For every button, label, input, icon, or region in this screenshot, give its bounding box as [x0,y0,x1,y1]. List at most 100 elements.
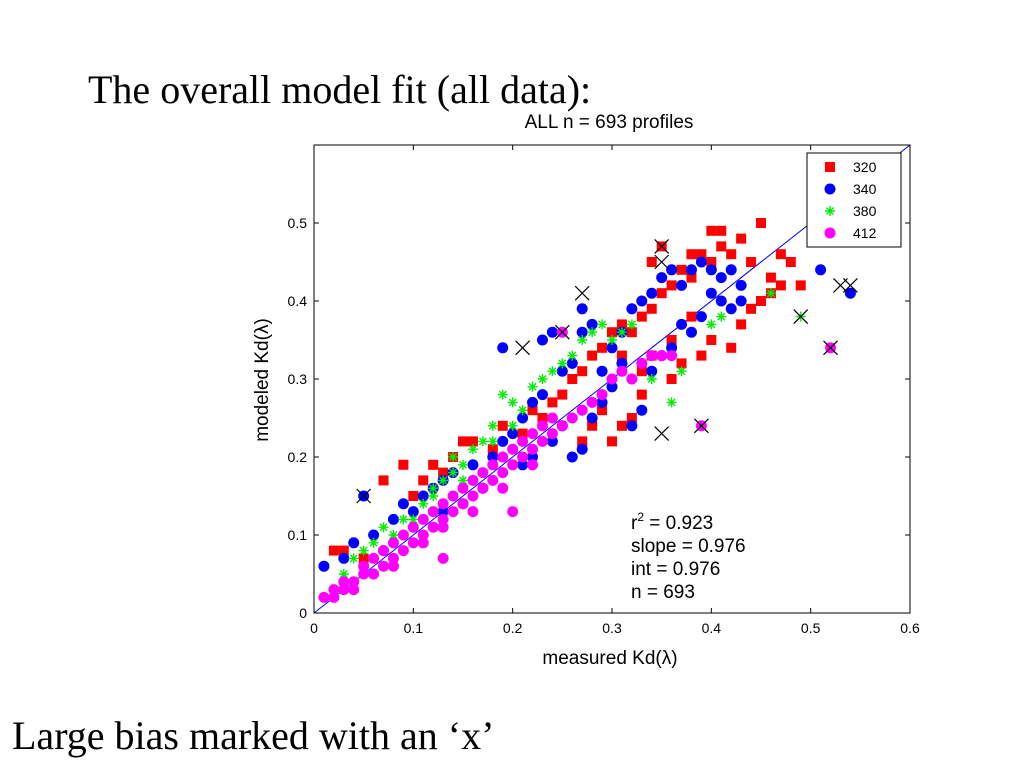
data-point-320 [577,366,588,377]
stats-annotation: r2 = 0.923 slope = 0.976 int = 0.976 n =… [631,510,746,603]
y-tick-label: 0.1 [288,527,308,543]
data-point-380 [497,389,508,400]
legend-marker-340 [824,183,836,195]
data-point-320 [358,553,369,564]
data-point-380 [477,436,488,447]
data-point-320 [587,350,598,361]
data-point-380 [448,467,459,478]
data-point-320 [775,280,786,291]
data-point-412 [517,435,529,447]
data-point-340 [715,272,727,284]
data-point-320 [467,436,478,447]
series-380 [338,288,806,579]
data-point-340 [636,404,648,416]
bias-x-marker [793,309,809,325]
data-point-380 [487,436,498,447]
data-point-340 [596,396,608,408]
data-point-412 [576,404,588,416]
data-point-412 [546,428,558,440]
data-point-380 [428,483,439,494]
data-point-340 [536,389,548,401]
data-point-340 [626,303,638,315]
data-point-412 [626,373,638,385]
data-point-380 [626,319,637,330]
data-point-320 [775,249,786,260]
data-point-412 [527,459,539,471]
data-point-340 [715,295,727,307]
data-point-412 [387,537,399,549]
data-point-380 [646,374,657,384]
data-point-412 [586,396,598,408]
data-point-412 [556,420,568,432]
data-point-340 [725,264,737,276]
legend-label-340: 340 [853,181,877,197]
data-point-320 [706,335,717,345]
data-point-340 [497,342,509,354]
data-point-320 [626,413,637,423]
stat-r2-label: r [631,513,638,534]
data-point-380 [378,522,389,533]
data-point-412 [338,584,350,596]
data-point-340 [527,396,539,408]
legend-label-380: 380 [853,203,877,219]
data-point-320 [646,257,657,267]
data-point-320 [696,249,707,260]
data-point-380 [507,420,518,431]
data-point-380 [567,350,578,361]
data-point-412 [487,459,499,471]
bias-x-marker [515,340,531,356]
data-point-412 [457,482,469,494]
data-point-412 [467,474,479,486]
data-point-340 [606,342,618,354]
bias-x-marker [654,426,670,442]
data-point-320 [527,405,538,416]
data-point-340 [646,365,658,377]
data-point-320 [616,420,627,431]
data-point-380 [418,498,429,509]
data-point-340 [566,451,578,463]
data-point-320 [438,467,449,478]
data-point-340 [546,326,558,338]
data-point-412 [348,584,360,596]
data-point-412 [507,459,519,471]
data-point-412 [397,545,409,557]
data-point-320 [676,264,687,275]
data-point-340 [586,412,598,424]
data-point-340 [407,506,419,518]
data-point-380 [448,452,459,462]
data-point-412 [646,350,658,362]
data-point-380 [557,358,568,369]
data-point-412 [358,568,370,580]
data-point-320 [676,358,687,369]
x-tick-label: 0.6 [900,620,920,636]
data-point-320 [706,257,717,267]
data-point-320 [666,374,677,384]
data-point-412 [417,513,429,525]
data-point-412 [437,498,449,510]
data-point-320 [517,428,528,439]
legend-marker-320 [825,162,835,172]
data-point-412 [368,568,380,580]
data-point-340 [685,264,697,276]
data-point-380 [398,514,409,525]
data-point-412 [467,506,479,518]
data-point-320 [726,342,737,353]
data-point-412 [397,529,409,541]
axis-ticks: 0 0.1 0.2 0.3 0.4 0.5 0.6 0 0.1 0.2 0.3 0.4 0.5 [288,145,920,636]
data-point-340 [735,295,747,307]
data-point-320 [656,288,667,299]
data-point-380 [487,420,498,431]
data-point-320 [646,303,657,314]
data-point-320 [497,420,508,431]
data-point-320 [746,257,757,267]
data-point-380 [338,569,349,579]
data-point-412 [358,560,370,572]
data-point-412 [517,451,529,463]
data-point-340 [576,443,588,455]
data-point-380 [676,366,687,377]
data-point-380 [577,335,588,345]
data-point-340 [576,303,588,315]
data-point-340 [695,311,707,323]
data-point-412 [447,506,459,518]
